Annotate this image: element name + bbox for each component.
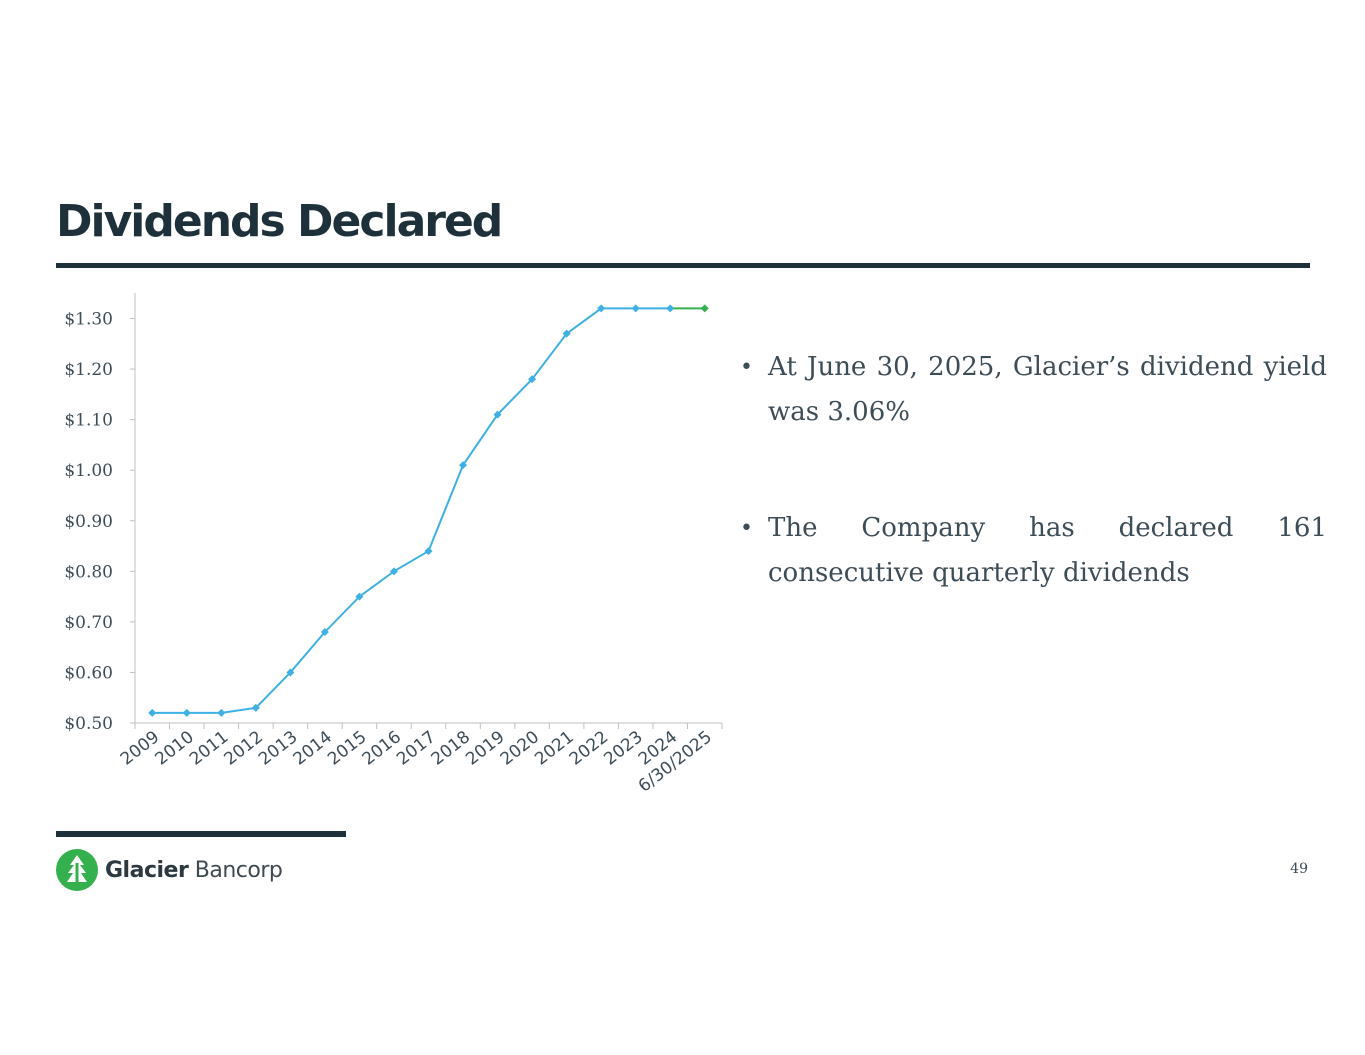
data-point xyxy=(217,708,226,717)
page-title: Dividends Declared xyxy=(56,196,503,247)
company-logo: Glacier Bancorp xyxy=(56,849,283,891)
x-tick-label: 2020 xyxy=(497,727,543,769)
data-point xyxy=(459,461,468,470)
data-point xyxy=(424,547,433,556)
x-tick-label: 2022 xyxy=(566,727,612,769)
company-name: Glacier Bancorp xyxy=(105,857,283,883)
data-point xyxy=(148,708,157,717)
data-point xyxy=(182,708,191,717)
data-point xyxy=(666,304,675,313)
x-tick-label: 2018 xyxy=(428,727,474,769)
y-tick-label: $1.10 xyxy=(64,411,113,431)
company-name-light: Bancorp xyxy=(188,857,283,883)
glacier-tree-icon xyxy=(56,849,98,891)
y-tick-label: $0.50 xyxy=(64,714,113,734)
y-tick-label: $1.20 xyxy=(64,360,113,380)
bullet-list: • At June 30, 2025, Glacier’s dividend yi… xyxy=(740,345,1327,667)
x-tick-label: 2016 xyxy=(359,727,405,769)
series-line xyxy=(152,307,671,714)
y-tick-label: $1.30 xyxy=(64,310,113,330)
company-name-bold: Glacier xyxy=(105,857,189,883)
data-point xyxy=(389,567,398,576)
y-tick-label: $0.90 xyxy=(64,512,113,532)
y-tick-label: $0.60 xyxy=(64,663,113,683)
x-tick-label: 2023 xyxy=(600,727,646,769)
y-tick-label: $0.70 xyxy=(64,613,113,633)
x-tick-label: 2010 xyxy=(151,727,197,769)
bullet-text: The Company has declared 161 consecutive… xyxy=(768,513,1327,588)
footer-rule xyxy=(56,831,346,837)
y-tick-label: $0.80 xyxy=(64,562,113,582)
x-tick-label: 2015 xyxy=(324,727,370,769)
x-tick-label: 2012 xyxy=(221,727,267,769)
bullet-dividend-yield: • At June 30, 2025, Glacier’s dividend yi… xyxy=(740,352,1327,427)
data-point xyxy=(493,410,502,419)
dividends-line-chart: $0.50 $0.60 $0.70 $0.80 $0.90 $1.00 $1.10 $1.20… xyxy=(64,293,723,797)
data-point xyxy=(528,375,537,384)
x-tick-label: 2011 xyxy=(186,727,232,769)
x-tick-label: 2019 xyxy=(462,727,508,769)
data-point xyxy=(597,304,606,313)
data-point xyxy=(562,329,571,338)
data-point xyxy=(355,592,364,601)
bullet-text: At June 30, 2025, Glacier’s dividend yie… xyxy=(768,352,1327,427)
x-tick-label: 2014 xyxy=(290,727,336,769)
bullet-consecutive-dividends: • The Company has declared 161 consecutiv… xyxy=(740,513,1327,588)
data-point xyxy=(286,668,295,677)
page-number: 49 xyxy=(1290,861,1308,877)
data-point xyxy=(631,304,640,313)
data-point xyxy=(251,703,260,712)
data-point xyxy=(700,304,709,313)
x-tick-label: 2021 xyxy=(531,727,577,769)
x-tick-label: 2013 xyxy=(255,727,301,769)
x-tick-label: 2017 xyxy=(393,727,439,769)
y-tick-label: $1.00 xyxy=(64,461,113,481)
title-underline xyxy=(56,263,1310,268)
data-point xyxy=(320,627,329,636)
x-tick-label: 2009 xyxy=(117,727,163,769)
